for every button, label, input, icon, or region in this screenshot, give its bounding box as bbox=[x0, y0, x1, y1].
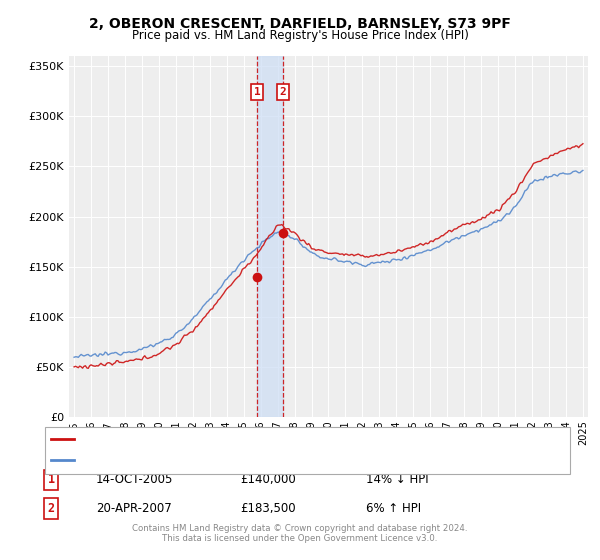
Bar bbox=[257, 56, 283, 417]
Text: Price paid vs. HM Land Registry's House Price Index (HPI): Price paid vs. HM Land Registry's House … bbox=[131, 29, 469, 42]
Text: 20-APR-2007: 20-APR-2007 bbox=[96, 502, 172, 515]
Text: 2, OBERON CRESCENT, DARFIELD, BARNSLEY, S73 9PF (detached house): 2, OBERON CRESCENT, DARFIELD, BARNSLEY, … bbox=[78, 434, 457, 444]
Text: £140,000: £140,000 bbox=[240, 473, 296, 487]
Text: 14-OCT-2005: 14-OCT-2005 bbox=[96, 473, 173, 487]
Text: 14% ↓ HPI: 14% ↓ HPI bbox=[366, 473, 428, 487]
Text: £183,500: £183,500 bbox=[240, 502, 296, 515]
Text: 6% ↑ HPI: 6% ↑ HPI bbox=[366, 502, 421, 515]
Text: 1: 1 bbox=[254, 87, 260, 97]
Text: 1: 1 bbox=[47, 473, 55, 487]
Text: HPI: Average price, detached house, Barnsley: HPI: Average price, detached house, Barn… bbox=[78, 455, 316, 465]
Text: 2, OBERON CRESCENT, DARFIELD, BARNSLEY, S73 9PF: 2, OBERON CRESCENT, DARFIELD, BARNSLEY, … bbox=[89, 17, 511, 31]
Text: 2: 2 bbox=[47, 502, 55, 515]
Text: 2: 2 bbox=[280, 87, 286, 97]
Text: Contains HM Land Registry data © Crown copyright and database right 2024.
This d: Contains HM Land Registry data © Crown c… bbox=[132, 524, 468, 543]
